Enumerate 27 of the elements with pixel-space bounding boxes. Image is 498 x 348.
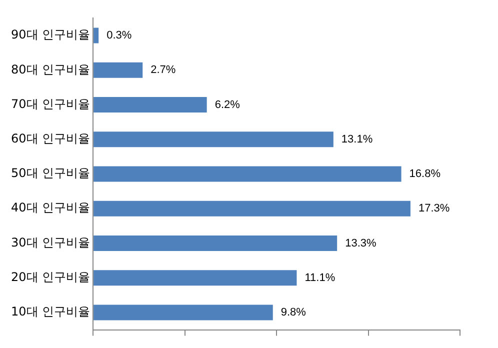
bar — [94, 166, 402, 182]
bar — [94, 235, 338, 252]
y-tick-label: 30대 인구비율 — [10, 235, 90, 250]
bar — [94, 132, 334, 148]
bar — [94, 304, 273, 320]
y-tick-label: 60대 인구비율 — [10, 132, 90, 146]
bar — [94, 62, 143, 78]
bar — [94, 28, 99, 44]
data-label: 6.2% — [214, 98, 240, 111]
y-tick-label: 20대 인구비율 — [10, 270, 90, 284]
data-label: 11.1% — [304, 272, 336, 284]
data-label: 16.8% — [409, 168, 441, 180]
data-label: 2.7% — [150, 64, 176, 76]
y-tick-label: 50대 인구비율 — [10, 166, 90, 180]
y-tick-label: 70대 인구비율 — [10, 96, 90, 111]
y-tick-label: 10대 인구비율 — [10, 304, 90, 319]
y-tick-label: 40대 인구비율 — [10, 200, 90, 215]
bar — [94, 270, 297, 286]
data-label: 13.3% — [345, 237, 376, 250]
data-label: 9.8% — [280, 306, 306, 319]
data-label: 13.1% — [341, 133, 373, 146]
y-tick-label: 80대 인구비율 — [10, 62, 90, 76]
bar — [94, 96, 207, 113]
y-tick-label: 90대 인구비율 — [10, 28, 90, 42]
data-label: 17.3% — [418, 202, 450, 215]
bar — [94, 200, 410, 216]
data-label: 0.3% — [106, 30, 132, 42]
